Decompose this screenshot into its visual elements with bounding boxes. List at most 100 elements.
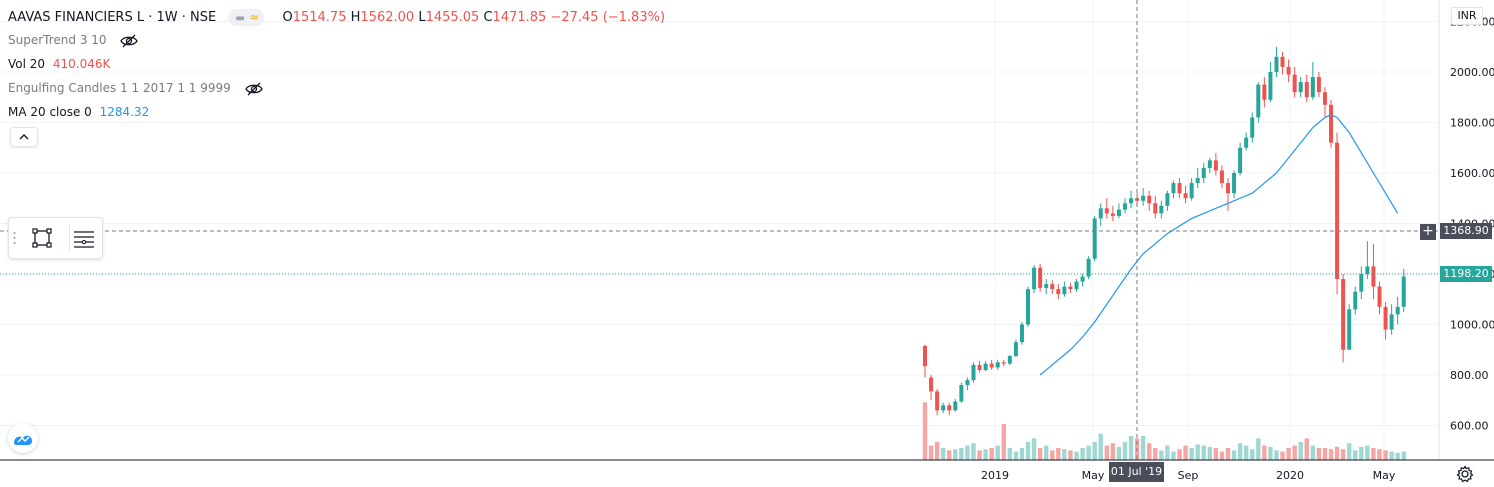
volume-bar [1225, 448, 1231, 460]
lines-tool-icon[interactable] [71, 227, 97, 249]
volume-bar [1274, 450, 1279, 460]
volume-bar [1237, 443, 1243, 460]
volume-bar [1104, 445, 1109, 460]
volume-bar [1031, 438, 1037, 460]
volume-bar [1050, 450, 1055, 460]
engulfing-legend[interactable]: Engulfing Candles 1 1 2017 1 1 9999 [8, 81, 263, 96]
volume-legend[interactable]: Vol 20 410.046K [8, 57, 110, 71]
drag-handle-icon[interactable] [13, 230, 16, 246]
ohlc-values: O1514.75 H1562.00 L1455.05 C1471.85 −27.… [282, 10, 666, 25]
volume-bar [1286, 448, 1291, 460]
ma-name[interactable]: MA 20 close 0 [8, 105, 92, 119]
volume-bar [1001, 424, 1006, 460]
candle-body [1395, 306, 1400, 315]
volume-bar [953, 449, 958, 460]
volume-bar [1195, 444, 1200, 460]
volume-bar [1340, 449, 1346, 460]
candle-body [1310, 77, 1315, 98]
volume-bar [1298, 442, 1303, 460]
candle-body [1316, 77, 1321, 93]
tradingview-logo-button[interactable] [8, 423, 38, 453]
candle-body [1026, 289, 1031, 325]
candle-body [1129, 198, 1134, 204]
price-tick: 1000.00 [1450, 319, 1494, 332]
collapse-legend-button[interactable] [10, 127, 38, 147]
volume-bar [1025, 442, 1031, 460]
volume-bar [977, 450, 982, 460]
volume-bar [1262, 445, 1267, 460]
volume-bar [1280, 451, 1285, 460]
crosshair-price-label: 1368.90 [1440, 223, 1492, 239]
candle-body [1256, 84, 1261, 118]
volume-bar [1250, 449, 1255, 460]
candle-body [1080, 276, 1085, 282]
volume-bar [965, 445, 970, 460]
volume-bar [1056, 448, 1061, 460]
symbol-legend[interactable]: AAVAS FINANCIERS L · 1W · NSE ▬ ≈ O1514.7… [8, 9, 665, 26]
supertrend-legend[interactable]: SuperTrend 3 10 [8, 33, 139, 48]
volume-bar [1177, 449, 1182, 460]
candle-body [1238, 147, 1243, 173]
candle-body [1322, 92, 1327, 105]
price-tick: 800.00 [1450, 369, 1489, 382]
candle-body [1050, 284, 1055, 290]
volume-bar [1116, 446, 1122, 460]
volume-bar [940, 448, 946, 460]
symbol-title[interactable]: AAVAS FINANCIERS L · 1W · NSE [8, 10, 217, 25]
engulfing-name[interactable]: Engulfing Candles 1 1 2017 1 1 9999 [8, 81, 231, 95]
volume-bar [1383, 450, 1388, 460]
time-tick: Sep [1178, 469, 1199, 482]
candle-body [1104, 208, 1109, 214]
volume-bar [1316, 448, 1322, 460]
price-tick: 1600.00 [1450, 167, 1494, 180]
candle-body [1171, 183, 1176, 194]
candle-body [1116, 209, 1121, 216]
volume-bar [1128, 436, 1134, 460]
candle-body [1110, 213, 1115, 216]
volume-name[interactable]: Vol 20 [8, 57, 46, 71]
volume-bar [1389, 451, 1394, 460]
candle-body [1371, 266, 1376, 287]
ma-legend[interactable]: MA 20 close 0 1284.32 [8, 105, 149, 119]
candle-body [1201, 167, 1206, 179]
supertrend-name[interactable]: SuperTrend 3 10 [8, 33, 107, 47]
candle-body [1226, 183, 1230, 194]
gear-icon[interactable] [1456, 465, 1474, 483]
rectangle-tool-icon[interactable] [31, 227, 53, 249]
eye-off-icon[interactable] [120, 34, 139, 48]
candle-body [1147, 195, 1152, 204]
volume-bar [1068, 450, 1073, 460]
candle-body [1159, 205, 1164, 214]
plus-icon[interactable]: + [1420, 224, 1436, 240]
volume-bar [1171, 451, 1176, 460]
candle-body [1177, 183, 1182, 194]
candle-body [1141, 195, 1146, 201]
volume-bar [1183, 445, 1188, 460]
candle-body [1329, 104, 1334, 143]
tradingview-logo-icon [14, 435, 32, 445]
toolbar-divider [69, 224, 70, 252]
candle-body [953, 401, 958, 411]
market-status-badge[interactable]: ▬ ≈ [228, 9, 265, 26]
volume-bar [1019, 448, 1025, 460]
volume-bar [1189, 448, 1194, 460]
drawing-toolbar[interactable] [8, 217, 103, 259]
candle-body [1304, 82, 1309, 98]
candle-body [1401, 276, 1406, 307]
volume-bar [1347, 443, 1352, 460]
volume-bar [1140, 436, 1146, 460]
candle-body [1219, 170, 1224, 184]
candle-body [1019, 324, 1024, 343]
candle-body [1268, 72, 1273, 100]
candle-body [1044, 284, 1049, 288]
eye-off-icon[interactable] [244, 82, 263, 96]
candle-body [1359, 274, 1364, 292]
price-tick: 1800.00 [1450, 117, 1494, 130]
candle-body [1213, 160, 1218, 171]
volume-bar [983, 449, 988, 460]
currency-label[interactable]: INR [1451, 7, 1483, 25]
volume-bar [1159, 450, 1164, 460]
price-tick: 600.00 [1450, 420, 1489, 433]
volume-bar [1074, 451, 1079, 460]
